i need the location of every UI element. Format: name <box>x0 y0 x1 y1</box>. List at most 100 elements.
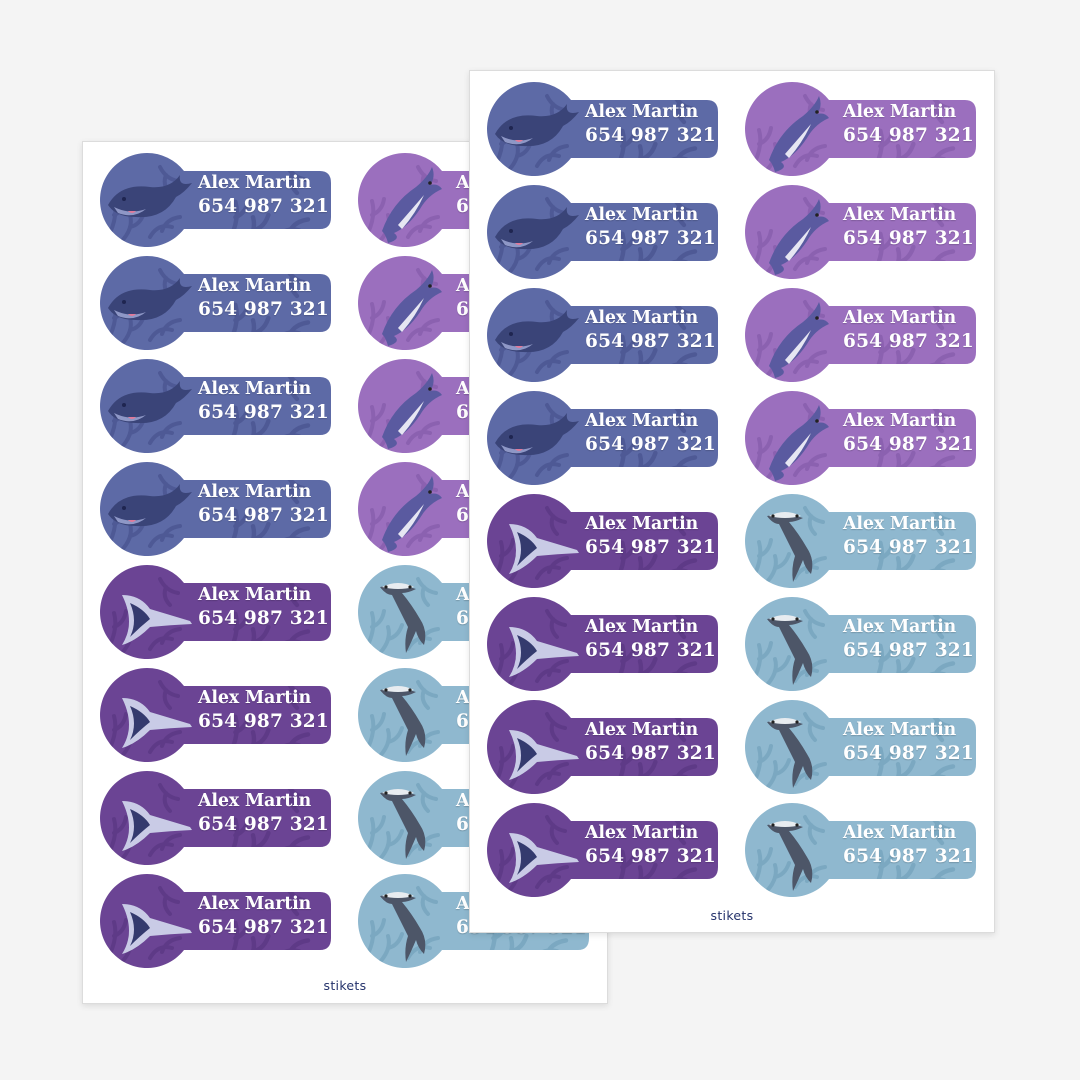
label-phone: 654 987 321 <box>198 196 329 217</box>
stingray-icon <box>487 803 718 897</box>
label-name: Alex Martin <box>198 894 312 914</box>
label-phone: 654 987 321 <box>198 917 329 938</box>
label-phone: 654 987 321 <box>843 743 974 764</box>
whale-icon <box>100 462 331 556</box>
label-text: Alex Martin 654 987 321 <box>198 275 330 322</box>
label-name: Alex Martin <box>198 791 312 811</box>
dolphin-sticker-label: Alex Martin 654 987 321 <box>745 288 977 382</box>
label-text: Alex Martin 654 987 321 <box>585 307 717 354</box>
hammerhead-sticker-label: Alex Martin 654 987 321 <box>745 597 977 691</box>
label-name: Alex Martin <box>585 617 699 637</box>
brand-logo: stikets <box>710 908 754 923</box>
label-text: Alex Martin 654 987 321 <box>843 204 975 251</box>
dolphin-sticker-label: Alex Martin 654 987 321 <box>745 391 977 485</box>
label-name: Alex Martin <box>198 276 312 296</box>
hammerhead-icon <box>745 494 976 588</box>
label-name: Alex Martin <box>198 173 312 193</box>
brand-logo: stikets <box>323 978 367 993</box>
label-phone: 654 987 321 <box>585 434 716 455</box>
hammerhead-icon <box>745 700 976 794</box>
label-name: Alex Martin <box>198 379 312 399</box>
label-text: Alex Martin 654 987 321 <box>585 204 717 251</box>
label-phone: 654 987 321 <box>585 228 716 249</box>
label-text: Alex Martin 654 987 321 <box>843 101 975 148</box>
whale-sticker-label: Alex Martin 654 987 321 <box>100 359 332 453</box>
whale-icon <box>100 359 331 453</box>
whale-sticker-label: Alex Martin 654 987 321 <box>487 391 719 485</box>
label-name: Alex Martin <box>585 308 699 328</box>
label-text: Alex Martin 654 987 321 <box>198 584 330 631</box>
whale-sticker-label: Alex Martin 654 987 321 <box>487 288 719 382</box>
label-name: Alex Martin <box>585 205 699 225</box>
label-phone: 654 987 321 <box>843 331 974 352</box>
label-phone: 654 987 321 <box>843 640 974 661</box>
label-name: Alex Martin <box>585 102 699 122</box>
label-text: Alex Martin 654 987 321 <box>585 513 717 560</box>
dolphin-icon <box>745 288 976 382</box>
label-phone: 654 987 321 <box>198 814 329 835</box>
label-text: Alex Martin 654 987 321 <box>843 616 975 663</box>
hammerhead-sticker-label: Alex Martin 654 987 321 <box>745 700 977 794</box>
label-text: Alex Martin 654 987 321 <box>198 687 330 734</box>
label-phone: 654 987 321 <box>585 640 716 661</box>
label-phone: 654 987 321 <box>198 608 329 629</box>
label-phone: 654 987 321 <box>585 846 716 867</box>
hammerhead-icon <box>745 597 976 691</box>
label-phone: 654 987 321 <box>843 434 974 455</box>
label-name: Alex Martin <box>585 823 699 843</box>
whale-icon <box>100 153 331 247</box>
whale-icon <box>487 391 718 485</box>
label-phone: 654 987 321 <box>585 537 716 558</box>
hammerhead-sticker-label: Alex Martin 654 987 321 <box>745 494 977 588</box>
label-phone: 654 987 321 <box>585 125 716 146</box>
label-text: Alex Martin 654 987 321 <box>843 410 975 457</box>
label-text: Alex Martin 654 987 321 <box>198 893 330 940</box>
label-text: Alex Martin 654 987 321 <box>585 616 717 663</box>
sticker-sheet-front: Alex Martin 654 987 321 Alex Martin 654 987… <box>469 70 995 933</box>
whale-icon <box>487 82 718 176</box>
stingray-sticker-label: Alex Martin 654 987 321 <box>487 803 719 897</box>
label-phone: 654 987 321 <box>198 299 329 320</box>
label-name: Alex Martin <box>585 720 699 740</box>
whale-sticker-label: Alex Martin 654 987 321 <box>487 185 719 279</box>
stingray-icon <box>487 700 718 794</box>
label-name: Alex Martin <box>585 514 699 534</box>
label-text: Alex Martin 654 987 321 <box>198 172 330 219</box>
label-phone: 654 987 321 <box>843 125 974 146</box>
sheet-labels: Alex Martin 654 987 321 Alex Martin 654 987… <box>470 71 994 932</box>
label-phone: 654 987 321 <box>585 743 716 764</box>
label-phone: 654 987 321 <box>843 228 974 249</box>
label-text: Alex Martin 654 987 321 <box>198 481 330 528</box>
label-name: Alex Martin <box>585 411 699 431</box>
stingray-icon <box>487 494 718 588</box>
stingray-icon <box>100 668 331 762</box>
whale-icon <box>100 256 331 350</box>
label-name: Alex Martin <box>843 308 957 328</box>
whale-sticker-label: Alex Martin 654 987 321 <box>100 462 332 556</box>
stingray-sticker-label: Alex Martin 654 987 321 <box>487 494 719 588</box>
hammerhead-sticker-label: Alex Martin 654 987 321 <box>745 803 977 897</box>
label-phone: 654 987 321 <box>585 331 716 352</box>
label-name: Alex Martin <box>843 205 957 225</box>
label-text: Alex Martin 654 987 321 <box>585 101 717 148</box>
label-name: Alex Martin <box>843 514 957 534</box>
stingray-sticker-label: Alex Martin 654 987 321 <box>100 874 332 968</box>
label-name: Alex Martin <box>843 823 957 843</box>
whale-sticker-label: Alex Martin 654 987 321 <box>487 82 719 176</box>
whale-sticker-label: Alex Martin 654 987 321 <box>100 153 332 247</box>
label-name: Alex Martin <box>843 102 957 122</box>
label-text: Alex Martin 654 987 321 <box>843 719 975 766</box>
whale-icon <box>487 288 718 382</box>
label-name: Alex Martin <box>843 411 957 431</box>
label-text: Alex Martin 654 987 321 <box>843 822 975 869</box>
hammerhead-icon <box>745 803 976 897</box>
dolphin-icon <box>745 185 976 279</box>
stingray-icon <box>100 874 331 968</box>
label-text: Alex Martin 654 987 321 <box>585 719 717 766</box>
label-name: Alex Martin <box>198 585 312 605</box>
label-text: Alex Martin 654 987 321 <box>585 410 717 457</box>
stingray-sticker-label: Alex Martin 654 987 321 <box>487 700 719 794</box>
label-name: Alex Martin <box>198 688 312 708</box>
whale-icon <box>487 185 718 279</box>
stingray-sticker-label: Alex Martin 654 987 321 <box>487 597 719 691</box>
